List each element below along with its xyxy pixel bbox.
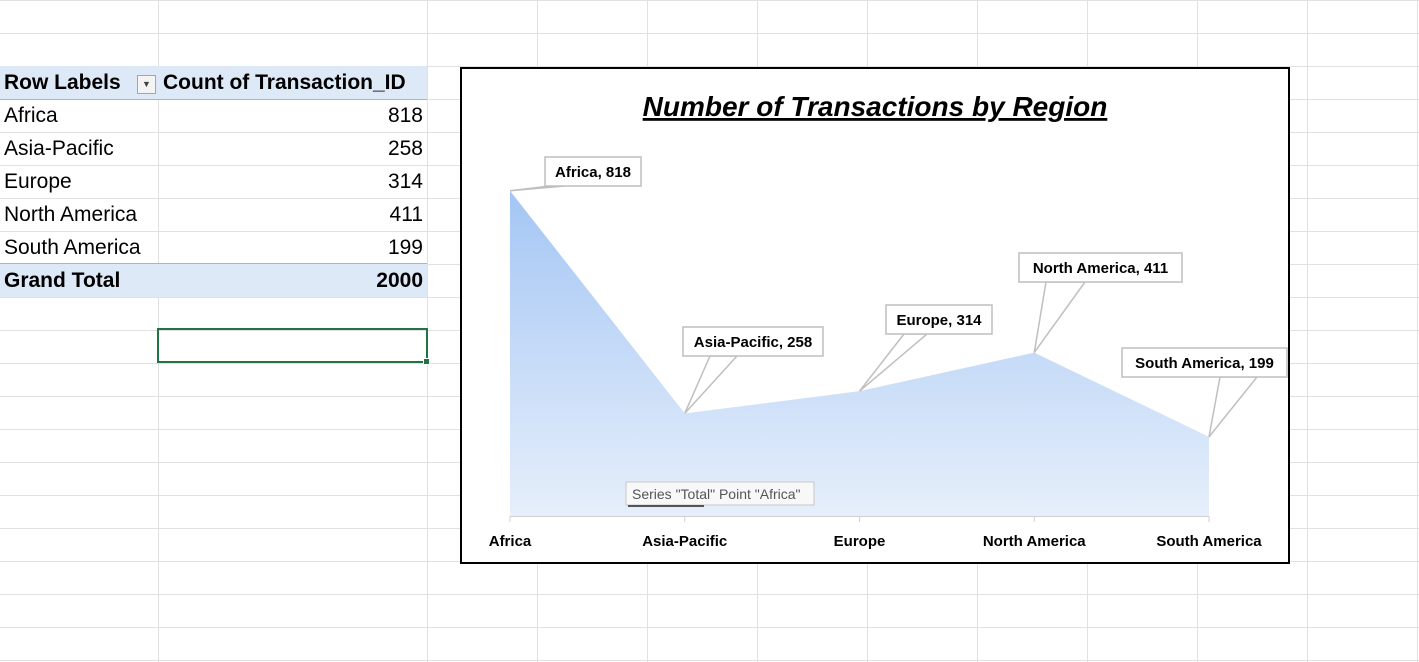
pivot-value-header[interactable]: Count of Transaction_ID [163, 71, 406, 94]
area-series-total[interactable] [510, 190, 1209, 516]
data-label[interactable]: South America, 199 [1135, 355, 1274, 372]
pivot-total-band [0, 263, 427, 297]
pivot-grand-total-label[interactable]: Grand Total [4, 269, 121, 292]
fill-handle[interactable] [423, 358, 430, 365]
data-label[interactable]: Asia-Pacific, 258 [694, 334, 812, 351]
tooltip-box [625, 481, 815, 506]
pivot-row-value[interactable]: 411 [389, 203, 423, 226]
pivot-row-value[interactable]: 258 [387, 137, 423, 160]
data-label-pointer [1208, 376, 1259, 438]
data-label[interactable]: Africa, 818 [555, 164, 631, 181]
pivot-row-label[interactable]: Africa [4, 104, 58, 127]
dropdown-arrow-icon[interactable]: ▼ [137, 75, 156, 94]
x-tick-label: Asia-Pacific [642, 533, 727, 550]
x-tick-label: Africa [489, 533, 532, 550]
pivot-row-value[interactable]: 314 [387, 170, 423, 193]
data-label[interactable]: North America, 411 [1033, 260, 1168, 277]
data-label[interactable]: Europe, 314 [896, 312, 982, 329]
data-label-box[interactable] [682, 326, 824, 357]
tooltip-text: Series "Total" Point "Africa" [632, 486, 801, 502]
data-label-pointer [1033, 281, 1087, 354]
pivot-header-band [0, 66, 427, 100]
pivot-row-label[interactable]: North America [4, 203, 138, 226]
data-label-pointer [684, 355, 739, 414]
pivot-row-value[interactable]: 818 [387, 104, 423, 127]
pivot-row-label[interactable]: Asia-Pacific [4, 137, 114, 160]
data-label-box[interactable] [1121, 347, 1288, 378]
pivot-row-label[interactable]: South America [4, 236, 141, 259]
chart-canvas[interactable]: Number of Transactions by Region Africa As… [462, 69, 1288, 562]
data-label-box[interactable] [544, 156, 642, 187]
x-tick-label: North America [983, 533, 1086, 550]
x-tick-label: South America [1156, 533, 1262, 550]
chart-title[interactable]: Number of Transactions by Region [643, 91, 1108, 122]
pivot-grand-total-value[interactable]: 2000 [376, 269, 423, 292]
data-label-box[interactable] [885, 304, 993, 335]
data-label-box[interactable] [1018, 252, 1183, 283]
pivot-row-labels-header[interactable]: Row Labels [4, 71, 121, 94]
pivot-row-value[interactable]: 199 [387, 236, 423, 259]
selected-cell[interactable] [157, 328, 430, 365]
pivot-row-label[interactable]: Europe [4, 170, 72, 193]
area-chart[interactable]: Number of Transactions by Region Africa As… [460, 67, 1290, 564]
x-tick-label: Europe [834, 533, 886, 550]
